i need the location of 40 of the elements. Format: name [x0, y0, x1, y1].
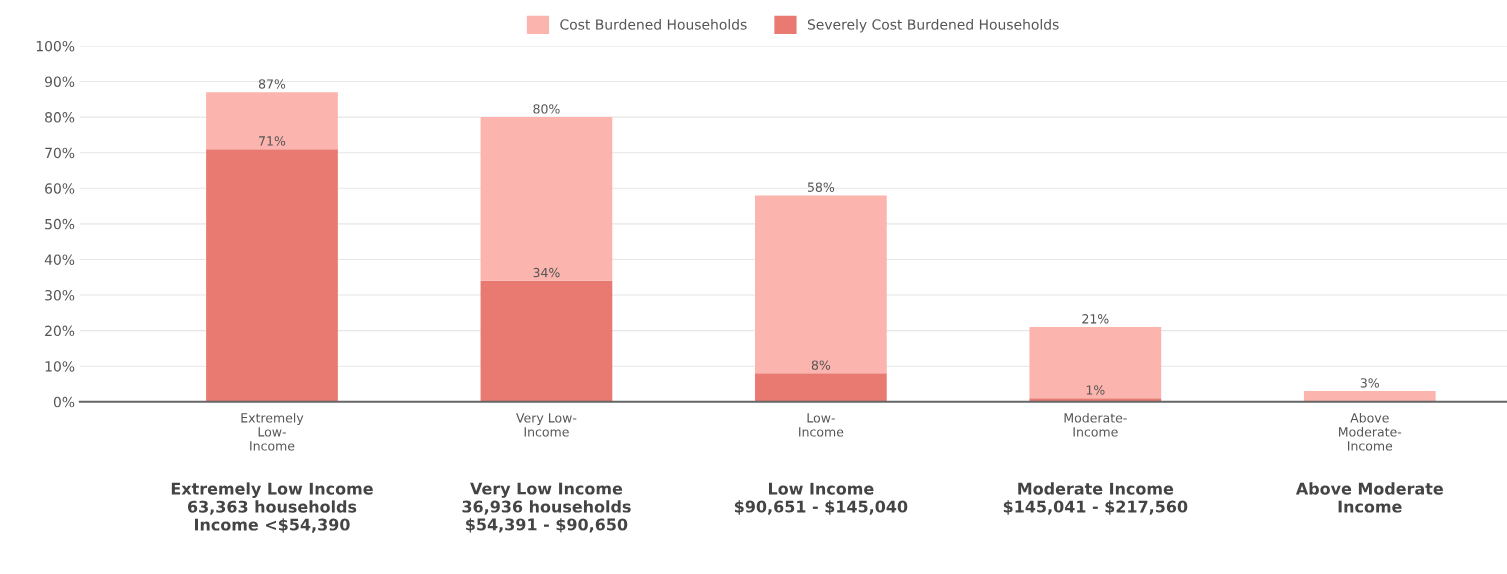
text: Extremely Low Income 63,363 households Income <$54,390 [171, 482, 373, 533]
bar [206, 92, 338, 150]
y-tick-label: 70% [45, 147, 75, 159]
total-label: 87% [258, 79, 286, 89]
y-tick-label: 100% [36, 40, 75, 52]
data-label: 8% [811, 360, 831, 370]
bar [1029, 327, 1162, 399]
text: Low Income $90,651 - $145,040 [734, 482, 908, 515]
text: Above Moderate Income [1295, 482, 1443, 513]
data-label: 1% [1086, 385, 1105, 395]
total-label: 3% [1360, 378, 1379, 388]
total-label: 21% [1082, 314, 1109, 324]
x-tick-label: Moderate- Income [1064, 412, 1127, 437]
y-tick-label: 50% [45, 218, 75, 230]
bar [755, 195, 887, 374]
y-tick-label: 90% [45, 76, 75, 87]
y-tick-label: 30% [45, 290, 75, 301]
text: Very Low Income 36,936 households $54,391 - $90,650 [462, 482, 631, 533]
y-tick-label: 40% [44, 254, 75, 265]
y-tick-label: 0% [53, 396, 75, 408]
bar [206, 149, 338, 402]
y-tick-label: 60% [45, 183, 75, 194]
y-tick-label: 20% [45, 325, 75, 337]
data-label: 34% [533, 267, 560, 278]
x-tick-label: Low- Income [799, 413, 844, 437]
x-tick-label: Very Low- Income [516, 413, 577, 437]
legend-label: Severely Cost Burdened Households [807, 18, 1059, 33]
bar [1303, 391, 1436, 402]
bar [755, 373, 887, 402]
legend-label: Cost Burdened Households [560, 18, 747, 30]
bar [480, 280, 613, 402]
x-tick-label: Extremely Low- Income [241, 412, 304, 451]
total-label: 58% [807, 182, 835, 192]
x-tick-label: Above Moderate- Income [1339, 412, 1402, 451]
total-label: 80% [533, 104, 560, 114]
y-tick-label: 80% [45, 112, 75, 123]
bar [480, 117, 613, 281]
data-label: 71% [259, 136, 286, 146]
y-tick-label: 10% [45, 361, 75, 372]
text: Moderate Income $145,041 - $217,560 [1003, 482, 1188, 515]
